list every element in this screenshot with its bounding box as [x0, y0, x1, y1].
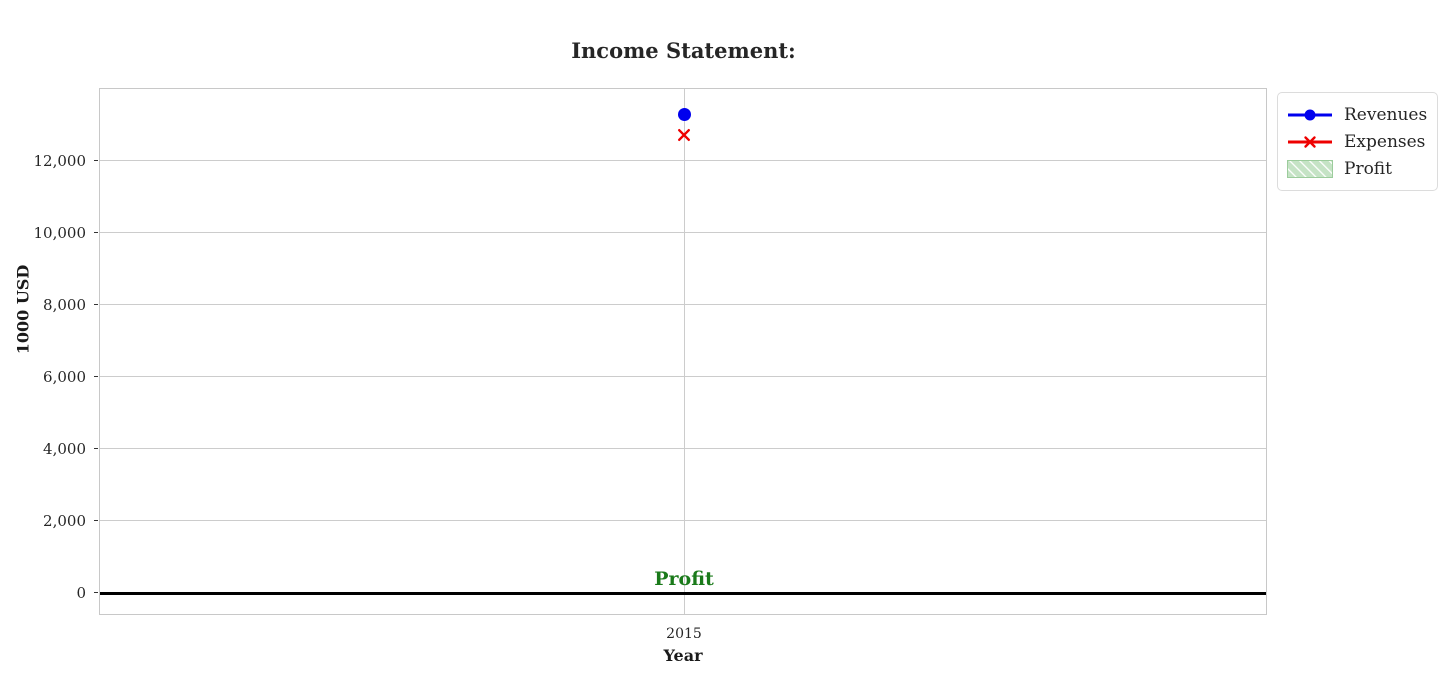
legend-item-revenues[interactable]: Revenues — [1287, 101, 1427, 128]
legend-line-marker-circle-icon — [1287, 105, 1333, 125]
plot-area: Profit — [99, 88, 1267, 615]
legend-line-marker-x-icon — [1287, 132, 1333, 152]
y-tick-mark-8000 — [94, 304, 98, 305]
gridline-y-10000 — [100, 232, 1266, 233]
y-tick-label-12000: 12,000 — [33, 152, 87, 170]
gridline-y-4000 — [100, 448, 1266, 449]
x-tick-label-2015: 2015 — [666, 626, 702, 642]
gridline-y-2000 — [100, 520, 1266, 521]
legend-label-revenues: Revenues — [1344, 104, 1428, 125]
gridline-x-2015 — [684, 89, 685, 614]
y-tick-mark-4000 — [94, 448, 98, 449]
y-tick-mark-12000 — [94, 160, 98, 161]
y-tick-mark-6000 — [94, 376, 98, 377]
y-tick-mark-2000 — [94, 520, 98, 521]
y-tick-label-4000: 4,000 — [43, 440, 86, 458]
y-tick-label-0: 0 — [76, 584, 86, 602]
y-tick-mark-10000 — [94, 232, 98, 233]
gridline-y-12000 — [100, 160, 1266, 161]
y-tick-mark-0 — [94, 592, 98, 593]
y-tick-label-8000: 8,000 — [43, 296, 86, 314]
legend-hatched-patch-icon — [1287, 159, 1333, 179]
legend-item-profit[interactable]: Profit — [1287, 155, 1427, 182]
y-tick-label-10000: 10,000 — [33, 224, 87, 242]
y-tick-label-6000: 6,000 — [43, 368, 86, 386]
chart-legend: Revenues Expenses Profit — [1277, 92, 1439, 191]
chart-title-line-1: Income Statement: — [571, 37, 796, 63]
zero-baseline — [100, 592, 1266, 595]
legend-label-profit: Profit — [1344, 158, 1392, 179]
gridline-y-6000 — [100, 376, 1266, 377]
x-axis-label: Year — [663, 646, 703, 665]
gridline-y-8000 — [100, 304, 1266, 305]
y-tick-label-2000: 2,000 — [43, 512, 86, 530]
legend-label-expenses: Expenses — [1344, 131, 1426, 152]
data-point-expenses-2015 — [677, 128, 691, 142]
data-point-revenues-2015 — [678, 108, 691, 121]
legend-item-expenses[interactable]: Expenses — [1287, 128, 1427, 155]
profit-annotation-label: Profit — [654, 568, 714, 590]
